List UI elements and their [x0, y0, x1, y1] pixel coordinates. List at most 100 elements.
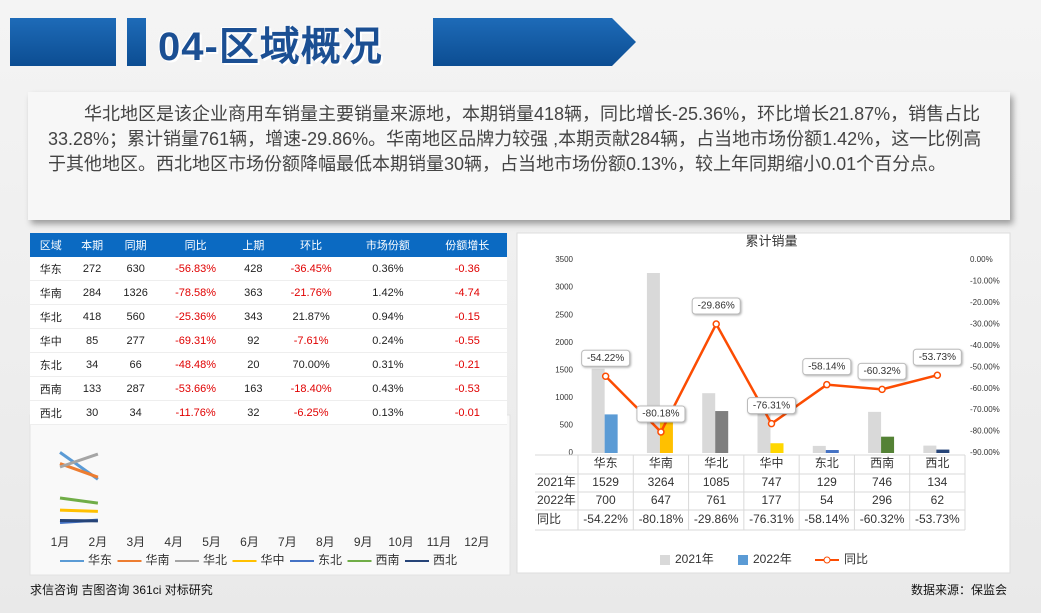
table-cell: 70.00%: [274, 352, 349, 377]
category-label: 东北: [815, 456, 839, 470]
row-label: 2022年: [537, 493, 576, 507]
legend-label: 华东: [88, 553, 112, 567]
y2-tick-label: 0.00%: [970, 255, 993, 264]
table-cell: -36.45%: [274, 257, 349, 281]
table-cell: 287: [112, 376, 159, 401]
footer-left: 求信咨询 吉图咨询 361ci 对标研究: [30, 583, 213, 597]
legend-label: 西北: [433, 553, 457, 567]
table-cell: 0.31%: [348, 352, 428, 377]
y-tick-label: 1000: [555, 393, 573, 402]
column-header: 同比: [158, 233, 233, 257]
y2-tick-label: -20.00%: [970, 298, 1000, 307]
column-header: 份额增长: [427, 233, 507, 257]
legend-label: 东北: [318, 553, 342, 567]
table-cell: 0.94%: [348, 304, 428, 329]
table-cell: -53.66%: [158, 376, 233, 401]
table-row: 华南 284 1326 -78.58% 363 -21.76% 1.42% -4.74: [30, 280, 507, 305]
table-value: -29.86%: [694, 512, 739, 526]
mini-chart-panel: [29, 414, 511, 576]
legend-label: 同比: [844, 552, 868, 566]
table-cell: -0.01: [427, 400, 507, 425]
table-value: -76.31%: [749, 512, 794, 526]
y-tick-label: 500: [560, 421, 574, 430]
table-value: 54: [820, 493, 834, 507]
table-cell: -0.55: [427, 328, 507, 353]
y-tick-label: 3500: [555, 255, 573, 264]
table-cell: 133: [71, 376, 113, 401]
table-header: 区域 本期 同期 同比 上期 环比 市场份额 份额增长: [30, 233, 507, 257]
category-label: 华中: [759, 455, 783, 470]
table-cell: -7.61%: [274, 328, 349, 353]
line-point: [767, 419, 776, 428]
table-cell: 华北: [30, 304, 72, 329]
legend-label: 2021年: [675, 552, 714, 566]
table-row: 华中 85 277 -69.31% 92 -7.61% 0.24% -0.55: [30, 328, 507, 353]
table-cell: 1.42%: [348, 280, 428, 305]
table-row: 华东 272 630 -56.83% 428 -36.45% 0.36% -0.36: [30, 257, 507, 281]
x-tick-label: 4月: [164, 535, 183, 549]
legend-swatch: [660, 555, 670, 565]
bar: [868, 411, 882, 453]
table-value: 700: [596, 493, 616, 507]
bar: [881, 436, 895, 453]
data-label-box: [636, 405, 686, 423]
table-row: 东北 34 66 -48.48% 20 70.00% 0.31% -0.21: [30, 352, 507, 377]
table-cell: 20: [232, 352, 275, 377]
column-header: 同期: [112, 233, 159, 257]
table-cell: -56.83%: [158, 257, 233, 281]
line-point: [712, 320, 720, 328]
x-tick-label: 3月: [126, 535, 145, 549]
table-cell: 34: [71, 352, 113, 377]
table-cell: -48.48%: [158, 352, 233, 377]
line-point: [601, 372, 610, 381]
header-arrow: [433, 18, 636, 66]
line-point: [823, 380, 831, 389]
data-label: -53.73%: [919, 352, 956, 363]
column-header: 本期: [71, 233, 113, 257]
table-cell: -69.31%: [158, 328, 233, 353]
table-cell: -21.76%: [274, 280, 349, 305]
table-cell: 418: [71, 304, 113, 329]
summary-text: 华北地区是该企业商用车销量主要销量来源地，本期销量418辆，同比增长-25.36…: [28, 92, 1010, 220]
data-label: -76.31%: [753, 400, 790, 411]
header-block: [10, 18, 116, 66]
data-label-box: [802, 358, 852, 376]
table-cell: 92: [232, 328, 275, 353]
table-cell: 277: [112, 328, 159, 353]
table-cell: 西南: [30, 376, 72, 401]
table-value: 1085: [703, 475, 730, 489]
data-label-box: [912, 348, 962, 366]
line-series: [59, 496, 99, 505]
table-cell: 66: [112, 352, 159, 377]
chart-title: 累计销量: [745, 233, 797, 248]
table-cell: 85: [71, 328, 113, 353]
line-series: [59, 452, 99, 469]
bar: [770, 443, 784, 453]
table-cell: -18.40%: [274, 376, 349, 401]
category-label: 西南: [870, 455, 894, 470]
table-value: 129: [817, 475, 837, 489]
y-tick-label: 0: [569, 448, 574, 457]
table-cell: 华南: [30, 280, 72, 305]
column-header: 环比: [274, 233, 349, 257]
x-tick-label: 6月: [240, 535, 259, 549]
line-point: [657, 428, 665, 436]
row-label: 2021年: [537, 475, 576, 489]
x-tick-label: 9月: [354, 535, 373, 549]
data-label: -60.32%: [863, 366, 900, 377]
legend-label: 2022年: [753, 552, 792, 566]
table-cell: 0.24%: [348, 328, 428, 353]
category-label: 西北: [925, 456, 949, 470]
column-header: 上期: [232, 233, 275, 257]
column-header: 区域: [30, 233, 72, 257]
table-cell: -0.36: [427, 257, 507, 281]
x-tick-label: 5月: [202, 535, 221, 549]
header-bar: [127, 18, 146, 66]
legend-label: 华南: [146, 552, 170, 567]
table-cell: 西北: [30, 400, 72, 425]
table-value: 746: [872, 475, 892, 489]
category-label: 华南: [649, 455, 673, 470]
table-cell: -6.25%: [274, 400, 349, 425]
table-value: 177: [761, 493, 781, 507]
